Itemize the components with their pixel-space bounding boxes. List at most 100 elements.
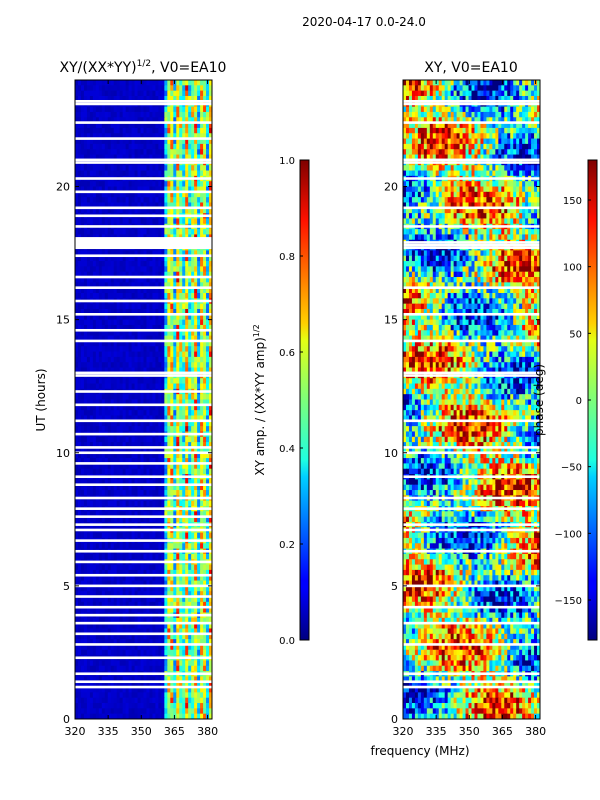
heatmap-cell: [188, 133, 192, 140]
heatmap-cell: [77, 287, 82, 294]
heatmap-cell: [197, 340, 201, 347]
heatmap-cell: [137, 186, 142, 193]
heatmap-cell: [98, 490, 103, 496]
heatmap-cell: [164, 442, 168, 449]
heatmap-cell: [137, 639, 142, 646]
heatmap-cell: [164, 149, 168, 156]
heatmap-cell: [107, 335, 112, 342]
heatmap-cell: [209, 404, 212, 411]
heatmap-cell: [80, 330, 85, 337]
heatmap-cell: [170, 330, 174, 337]
heatmap-cell: [131, 511, 136, 518]
heatmap-cell: [75, 346, 79, 353]
heatmap-cell: [113, 463, 118, 470]
heatmap-cell: [152, 111, 157, 118]
heatmap-cell: [119, 463, 124, 470]
heatmap-cell: [75, 340, 79, 347]
heatmap-cell: [176, 399, 180, 406]
heatmap-cell: [140, 170, 145, 177]
heatmap-cell: [83, 340, 88, 347]
heatmap-cell: [143, 404, 148, 411]
heatmap-cell: [197, 255, 201, 262]
heatmap-cell: [194, 404, 198, 411]
heatmap-cell: [185, 378, 189, 385]
heatmap-cell: [98, 90, 103, 97]
heatmap-cell: [173, 117, 177, 124]
heatmap-cell: [179, 335, 183, 342]
heatmap-cell: [152, 122, 157, 129]
heatmap-cell: [146, 367, 151, 374]
heatmap-cell: [92, 277, 97, 283]
heatmap-cell: [188, 250, 192, 257]
heatmap-cell: [185, 404, 189, 411]
heatmap-cell: [86, 516, 91, 523]
heatmap-cell: [179, 90, 183, 97]
heatmap-cell: [83, 111, 88, 118]
heatmap-cell: [101, 293, 106, 299]
heatmap-cell: [125, 404, 130, 411]
heatmap-cell: [155, 117, 159, 124]
heatmap-cell: [161, 452, 165, 459]
heatmap-cell: [83, 500, 88, 507]
heatmap-cell: [128, 138, 133, 145]
heatmap-cell: [137, 293, 142, 299]
heatmap-cell: [167, 165, 171, 172]
heatmap-cell: [131, 319, 136, 326]
heatmap-cell: [80, 340, 85, 347]
heatmap-cell: [146, 394, 151, 401]
heatmap-cell: [113, 644, 118, 651]
heatmap-cell: [128, 399, 133, 406]
heatmap-cell: [83, 601, 88, 608]
heatmap-cell: [125, 442, 130, 449]
heatmap-cell: [98, 426, 103, 433]
heatmap-cell: [188, 335, 192, 342]
heatmap-cell: [194, 479, 198, 486]
heatmap-cell: [134, 261, 139, 267]
heatmap-cell: [89, 458, 94, 464]
heatmap-cell: [209, 277, 212, 283]
heatmap-cell: [110, 308, 115, 315]
heatmap-cell: [77, 271, 82, 278]
heatmap-cell: [80, 282, 85, 289]
heatmap-cell: [95, 500, 100, 507]
heatmap-cell: [98, 335, 103, 342]
heatmap-cell: [122, 639, 127, 646]
heatmap-cell: [107, 532, 112, 539]
heatmap-cell: [104, 351, 109, 358]
heatmap-cell: [137, 85, 142, 92]
heatmap-cell: [77, 170, 82, 177]
heatmap-cell: [92, 452, 97, 459]
heatmap-cell: [194, 420, 198, 427]
heatmap-cell: [197, 623, 201, 630]
heatmap-cell: [143, 149, 148, 156]
heatmap-cell: [122, 303, 127, 310]
heatmap-cell: [110, 564, 115, 571]
heatmap-cell: [200, 165, 204, 172]
heatmap-cell: [182, 143, 186, 150]
heatmap-cell: [167, 447, 171, 454]
heatmap-cell: [161, 181, 165, 188]
heatmap-cell: [104, 314, 109, 321]
heatmap-cell: [152, 452, 157, 459]
heatmap-cell: [95, 181, 100, 188]
heatmap-cell: [203, 165, 207, 172]
heatmap-cell: [185, 399, 189, 406]
heatmap-cell: [197, 490, 201, 496]
heatmap-cell: [122, 553, 127, 560]
heatmap-cell: [158, 511, 162, 518]
heatmap-cell: [182, 553, 186, 560]
heatmap-cell: [128, 447, 133, 454]
heatmap-cell: [206, 596, 210, 603]
heatmap-cell: [182, 367, 186, 374]
heatmap-cell: [104, 415, 109, 422]
heatmap-cell: [98, 575, 103, 582]
heatmap-cell: [164, 138, 168, 145]
heatmap-cell: [155, 266, 159, 273]
heatmap-cell: [101, 111, 106, 118]
heatmap-cell: [179, 367, 183, 374]
heatmap-cell: [101, 362, 106, 369]
heatmap-cell: [83, 591, 88, 598]
heatmap-cell: [197, 207, 201, 214]
heatmap-cell: [143, 117, 148, 124]
heatmap-cell: [206, 367, 210, 374]
